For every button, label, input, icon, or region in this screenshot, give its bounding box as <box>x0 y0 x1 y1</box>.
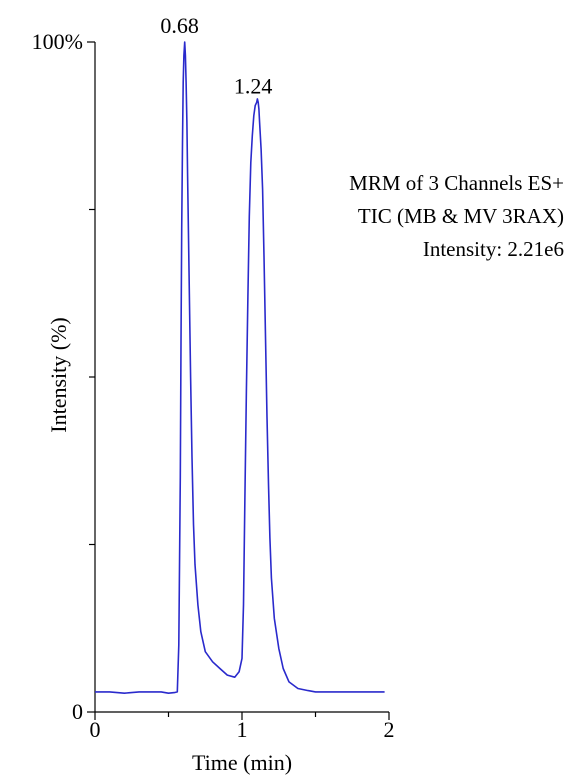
annotation-line-1: MRM of 3 Channels ES+ <box>349 171 564 195</box>
annotation-block: MRM of 3 Channels ES+ TIC (MB & MV 3RAX)… <box>349 171 564 261</box>
tick-labels: 0 100% 0 1 2 <box>32 29 395 742</box>
x-tick-label: 0 <box>90 717 101 742</box>
series-line-tic <box>95 41 385 694</box>
axes <box>94 42 389 713</box>
annotation-line-3: Intensity: 2.21e6 <box>423 237 564 261</box>
x-tick-label: 2 <box>384 717 395 742</box>
y-tick-label: 100% <box>32 29 83 54</box>
x-axis-title: Time (min) <box>192 750 292 775</box>
x-tick-label: 1 <box>237 717 248 742</box>
y-tick-label: 0 <box>72 699 83 724</box>
annotation-line-2: TIC (MB & MV 3RAX) <box>358 204 564 228</box>
peak-labels: 0.68 1.24 <box>160 13 272 98</box>
y-axis-title: Intensity (%) <box>46 317 71 432</box>
peak-label: 0.68 <box>160 13 199 38</box>
peak-label: 1.24 <box>234 73 273 98</box>
tick-marks <box>87 41 390 720</box>
